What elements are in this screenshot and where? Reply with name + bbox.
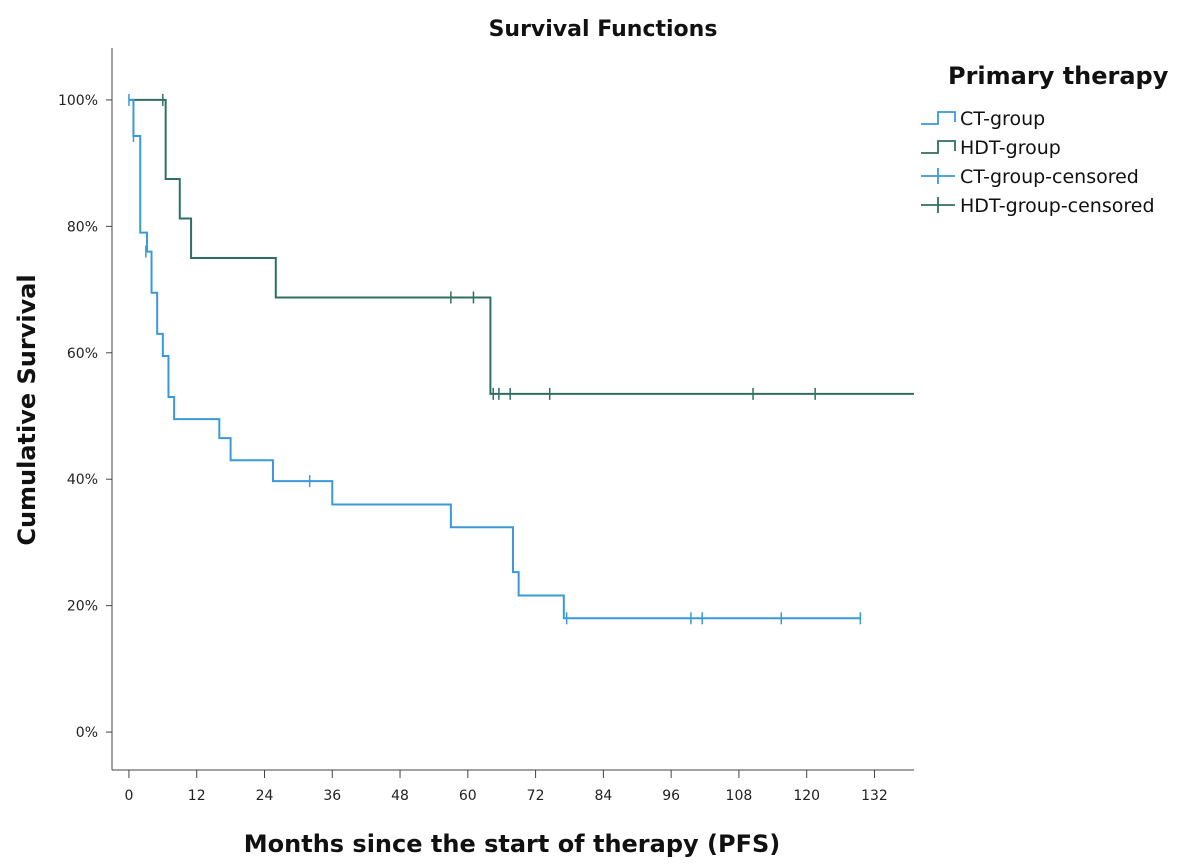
legend-item: HDT-group [921,137,1061,159]
x-tick-label: 72 [527,788,545,804]
x-tick-label: 96 [662,788,680,804]
legend-step-symbol [921,140,956,154]
legend-label: HDT-group [960,137,1061,159]
x-tick-label: 12 [188,788,206,804]
censor-marks [128,93,862,625]
y-tick-label: 40% [67,472,98,488]
x-axis-title: Months since the start of therapy (PFS) [244,830,780,858]
x-tick-label: 84 [594,788,612,804]
x-tick-label: 36 [323,788,341,804]
x-tick-label: 60 [459,788,477,804]
legend-item: HDT-group-censored [921,195,1155,217]
legend-label: CT-group [960,108,1045,130]
y-tick-label: 100% [58,93,98,109]
y-tick-label: 80% [67,219,98,235]
x-tick-label: 108 [726,788,753,804]
x-tick-label: 48 [391,788,409,804]
x-tick-label: 24 [256,788,274,804]
series-line-ct-group [128,98,861,620]
series-line-hdt-group [128,98,914,395]
x-tick-label: 132 [861,788,888,804]
y-tick-label: 60% [67,346,98,362]
y-axis-title: Cumulative Survival [13,274,41,545]
legend-title: Primary therapy [948,62,1169,90]
legend-label: HDT-group-censored [960,195,1155,217]
x-tick-label: 120 [793,788,820,804]
axes: 0 12 24 36 48 60 72 84 96 108 120 132 0% 20% 40% 60% 80%… [58,48,914,804]
legend: Primary therapy CT-group HDT-group CT-grou… [921,62,1169,217]
legend-item: CT-group [921,108,1045,130]
y-tick-label: 20% [67,599,98,615]
legend-step-symbol [921,111,956,125]
chart-title: Survival Functions [489,17,718,42]
legend-label: CT-group-censored [960,166,1139,188]
x-tick-label: 0 [124,788,133,804]
plot-lines [128,98,914,620]
y-tick-label: 0% [76,725,98,741]
legend-item: CT-group-censored [921,166,1139,188]
